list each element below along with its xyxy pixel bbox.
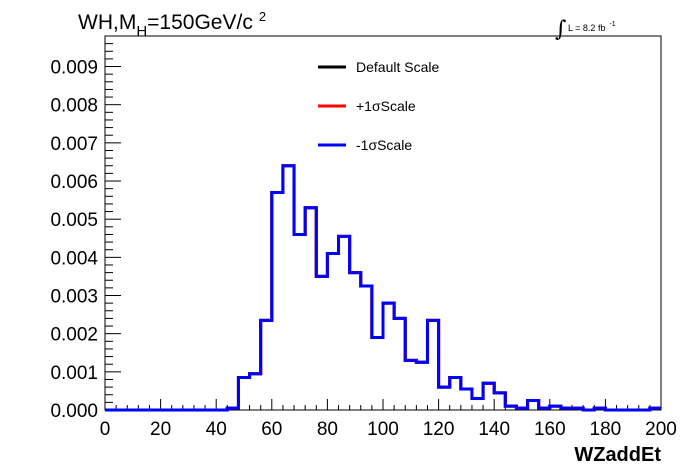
x-tick-label: 200 <box>645 419 677 440</box>
x-tick-label: 180 <box>590 419 622 440</box>
legend-label-2: -1σScale <box>356 137 412 153</box>
legend-label-0: Default Scale <box>356 59 439 75</box>
y-tick-label: 0.003 <box>50 287 98 308</box>
x-tick-label: 20 <box>150 419 171 440</box>
y-tick-label: 0.002 <box>50 325 98 346</box>
histogram-series-2 <box>105 164 661 412</box>
y-tick-label: 0.007 <box>50 134 98 155</box>
plot-frame <box>104 35 662 411</box>
x-tick-label: 0 <box>100 419 111 440</box>
histogram-series-0 <box>105 164 661 412</box>
x-tick-label: 80 <box>317 419 338 440</box>
y-tick-label: 0.000 <box>50 401 98 422</box>
x-tick-label: 100 <box>367 419 399 440</box>
y-tick-label: 0.004 <box>50 248 98 269</box>
x-tick-label: 140 <box>478 419 510 440</box>
x-tick-label: 60 <box>261 419 282 440</box>
y-tick-label: 0.009 <box>50 58 98 79</box>
lumi-label: L = 8.2 fb -1 <box>568 21 616 33</box>
y-tick-label: 0.006 <box>50 172 98 193</box>
series-layer <box>105 164 661 412</box>
legend-label-1: +1σScale <box>356 98 416 114</box>
y-tick-label: 0.008 <box>50 96 98 117</box>
y-tick-label: 0.005 <box>50 210 98 231</box>
chart-title: WH,MH=150GeV/c 2 <box>78 9 266 40</box>
axis-ticks: 0 20 40 60 80 100 120 140 160 180 200 0.000 0.001 0.0… <box>50 35 677 440</box>
x-tick-label: 160 <box>534 419 566 440</box>
legend: Default Scale +1σScale -1σScale <box>318 59 439 153</box>
histogram-series-1 <box>105 164 661 412</box>
y-tick-label: 0.001 <box>50 363 98 384</box>
x-tick-label: 40 <box>206 419 227 440</box>
lumi-integral-symbol: ∫ <box>555 17 567 42</box>
x-axis-title: WZaddEt <box>574 444 661 466</box>
x-tick-label: 120 <box>423 419 455 440</box>
